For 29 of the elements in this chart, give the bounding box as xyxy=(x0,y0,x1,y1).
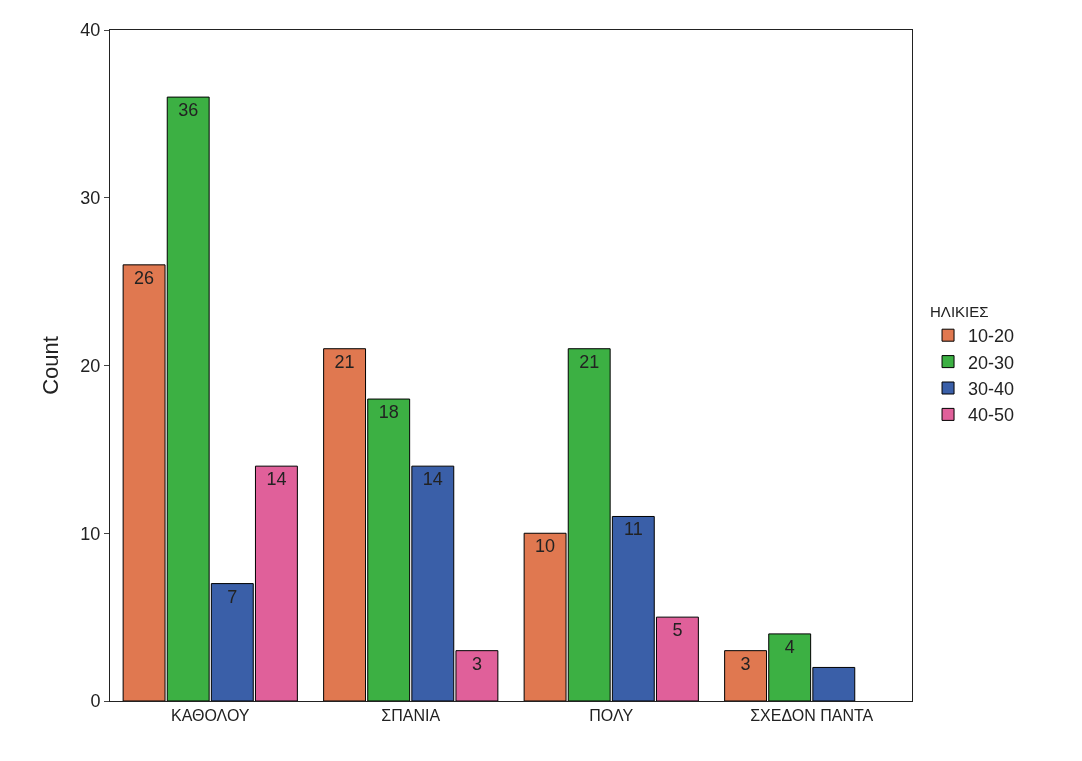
data-label: 4 xyxy=(784,636,795,657)
data-label: 21 xyxy=(579,351,600,372)
y-tick-label: 30 xyxy=(80,188,101,209)
legend-label: 40-50 xyxy=(968,405,1015,426)
data-label: 26 xyxy=(134,267,155,288)
data-label: 18 xyxy=(378,402,399,423)
x-tick-label: ΣΠΑΝΙΑ xyxy=(381,707,441,725)
y-tick-label: 0 xyxy=(90,691,101,712)
y-axis-title: Count xyxy=(38,336,64,395)
data-label: 21 xyxy=(334,351,355,372)
y-tick-label: 10 xyxy=(80,523,101,544)
data-label: 3 xyxy=(471,653,482,674)
x-tick-label: ΠΟΛΥ xyxy=(589,707,634,725)
data-label: 10 xyxy=(535,536,556,557)
data-label: 5 xyxy=(672,620,683,641)
y-tick-label: 20 xyxy=(80,355,101,376)
legend-label: 30-40 xyxy=(968,379,1015,400)
data-label: 3 xyxy=(740,653,751,674)
legend-title: ΗΛΙΚΙΕΣ xyxy=(930,303,989,320)
data-label: 11 xyxy=(623,519,643,540)
legend-label: 20-30 xyxy=(968,352,1015,373)
legend-label: 10-20 xyxy=(968,326,1015,347)
x-tick-label: ΚΑΘΟΛΟΥ xyxy=(170,707,250,725)
data-label: 36 xyxy=(178,100,199,121)
y-tick-label: 40 xyxy=(80,20,101,41)
data-label: 7 xyxy=(227,586,238,607)
data-label: 14 xyxy=(266,469,287,490)
data-label: 14 xyxy=(422,469,443,490)
x-tick-label: ΣΧΕΔΟΝ ΠΑΝΤΑ xyxy=(750,707,874,725)
